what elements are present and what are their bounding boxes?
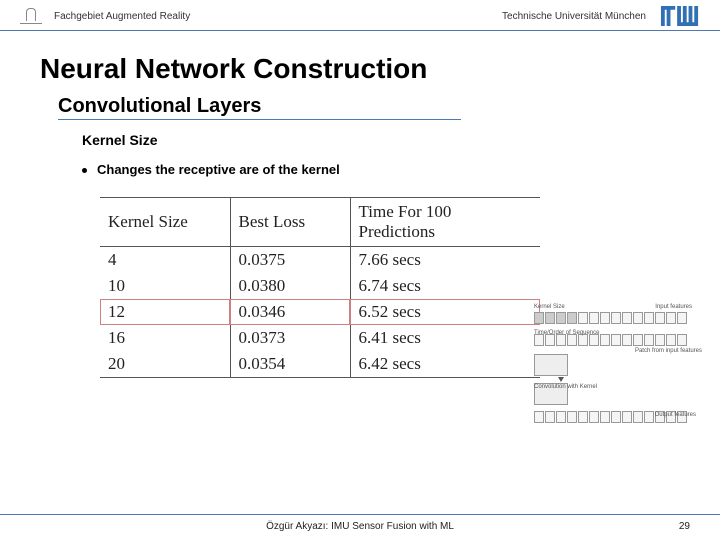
col-loss: Best Loss <box>230 198 350 247</box>
slide-footer: Özgür Akyazı: IMU Sensor Fusion with ML … <box>0 514 720 540</box>
diagram-output-label: Output features <box>655 412 696 418</box>
footer-left <box>30 521 195 532</box>
diagram-cell <box>589 312 599 324</box>
slide-subtitle: Convolutional Layers <box>58 95 461 120</box>
footer-page: 29 <box>525 521 690 532</box>
slide-subsubtitle: Kernel Size <box>82 132 680 148</box>
diagram-cell <box>644 411 654 423</box>
table-header-row: Kernel Size Best Loss Time For 100 Predi… <box>100 198 540 247</box>
cnn-diagram: Kernel Size Input features Time/Order of… <box>534 312 702 425</box>
diagram-cell <box>666 312 676 324</box>
results-table: Kernel Size Best Loss Time For 100 Predi… <box>100 197 540 378</box>
col-time: Time For 100 Predictions <box>350 198 540 247</box>
diagram-cell <box>622 411 632 423</box>
tum-logo-icon <box>660 6 700 26</box>
diagram-cell <box>556 312 566 324</box>
table-cell: 12 <box>100 299 230 325</box>
table-row: 40.03757.66 secs <box>100 247 540 274</box>
diagram-cell <box>600 411 610 423</box>
table-cell: 6.74 secs <box>350 273 540 299</box>
diagram-cell <box>611 334 621 346</box>
diagram-cell <box>600 312 610 324</box>
diagram-cell <box>611 411 621 423</box>
table-cell: 6.42 secs <box>350 351 540 378</box>
table-cell: 0.0375 <box>230 247 350 274</box>
department-label: Fachgebiet Augmented Reality <box>54 11 190 22</box>
diagram-cell <box>556 411 566 423</box>
diagram-cell <box>644 334 654 346</box>
diagram-cell <box>633 312 643 324</box>
table-cell: 20 <box>100 351 230 378</box>
table-cell: 7.66 secs <box>350 247 540 274</box>
bullet-text: Changes the receptive are of the kernel <box>97 162 340 177</box>
diagram-input-label: Input features <box>655 304 692 310</box>
diagram-patch-row <box>534 354 702 376</box>
table-cell: 0.0354 <box>230 351 350 378</box>
bullet-dot-icon <box>82 168 87 173</box>
diagram-cell <box>677 334 687 346</box>
slide-title: Neural Network Construction <box>40 53 680 85</box>
table-cell: 0.0346 <box>230 299 350 325</box>
table-cell: 4 <box>100 247 230 274</box>
bullet-item: Changes the receptive are of the kernel <box>82 162 680 177</box>
diagram-cell <box>578 312 588 324</box>
bullet-list: Changes the receptive are of the kernel <box>82 162 680 177</box>
diagram-cell <box>545 411 555 423</box>
diagram-cell <box>677 312 687 324</box>
diagram-patch-cell <box>534 354 568 376</box>
slide-header: Fachgebiet Augmented Reality Technische … <box>0 0 720 31</box>
table-row: 120.03466.52 secs <box>100 299 540 325</box>
table-cell: 6.52 secs <box>350 299 540 325</box>
table-row: 100.03806.74 secs <box>100 273 540 299</box>
arrow-down-icon <box>558 377 564 382</box>
diagram-cell <box>644 312 654 324</box>
header-left: Fachgebiet Augmented Reality <box>20 8 190 24</box>
diagram-cell <box>534 312 544 324</box>
diagram-cell <box>633 411 643 423</box>
diagram-cell <box>622 312 632 324</box>
footer-author: Özgür Akyazı: IMU Sensor Fusion with ML <box>195 521 525 532</box>
col-kernel: Kernel Size <box>100 198 230 247</box>
diagram-cell <box>567 312 577 324</box>
table-cell: 10 <box>100 273 230 299</box>
diagram-patch-label: Patch from input features <box>635 348 702 354</box>
diagram-cell <box>545 312 555 324</box>
diagram-cell <box>622 334 632 346</box>
table-cell: 0.0373 <box>230 325 350 351</box>
diagram-cell <box>666 334 676 346</box>
diagram-cell <box>655 334 665 346</box>
table-cell: 0.0380 <box>230 273 350 299</box>
diagram-time-label: Time/Order of Sequence <box>534 330 599 336</box>
diagram-cell <box>611 312 621 324</box>
diagram-cell <box>655 312 665 324</box>
diagram-cell <box>578 411 588 423</box>
diagram-input-row <box>534 312 702 324</box>
table-row: 200.03546.42 secs <box>100 351 540 378</box>
diagram-cell <box>534 411 544 423</box>
header-right: Technische Universität München <box>502 6 700 26</box>
table-row: 160.03736.41 secs <box>100 325 540 351</box>
table-cell: 16 <box>100 325 230 351</box>
table-cell: 6.41 secs <box>350 325 540 351</box>
diagram-cell <box>633 334 643 346</box>
diagram-cell <box>600 334 610 346</box>
diagram-cell <box>567 411 577 423</box>
university-label: Technische Universität München <box>502 11 646 22</box>
ar-logo-icon <box>20 8 42 24</box>
diagram-cell <box>589 411 599 423</box>
diagram-conv-label: Convolution with Kernel <box>534 384 597 390</box>
diagram-kernel-label: Kernel Size <box>534 304 565 310</box>
